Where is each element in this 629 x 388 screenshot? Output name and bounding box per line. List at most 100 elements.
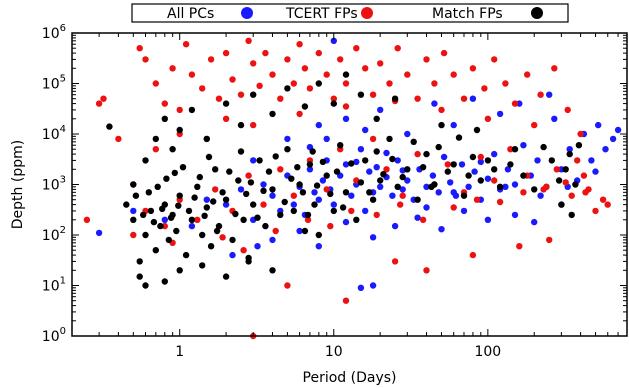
data-point xyxy=(502,80,509,87)
data-point xyxy=(306,85,314,92)
data-point xyxy=(511,211,519,219)
data-point xyxy=(194,183,201,190)
data-point xyxy=(369,234,377,241)
data-point xyxy=(353,158,360,166)
data-point xyxy=(123,201,130,208)
data-point xyxy=(588,157,595,164)
data-point xyxy=(296,181,303,188)
data-point xyxy=(311,189,318,196)
data-point xyxy=(423,204,430,211)
data-point xyxy=(191,194,198,201)
data-point xyxy=(491,56,498,63)
data-point xyxy=(546,91,553,98)
data-point xyxy=(277,166,284,173)
data-point xyxy=(504,166,512,173)
y-axis-label: Depth (ppm) xyxy=(10,140,26,229)
data-point xyxy=(212,186,219,193)
data-point xyxy=(176,192,183,199)
data-point xyxy=(333,168,341,175)
data-point xyxy=(323,186,330,193)
data-point xyxy=(313,182,321,189)
data-point xyxy=(469,65,477,72)
data-point xyxy=(440,153,448,161)
data-point xyxy=(469,153,477,161)
data-point xyxy=(243,190,250,198)
data-point xyxy=(477,158,484,166)
data-point xyxy=(203,196,210,203)
data-point xyxy=(404,177,411,184)
data-point xyxy=(232,210,239,218)
data-point xyxy=(315,231,322,239)
data-point xyxy=(222,115,230,123)
data-point xyxy=(219,234,226,241)
data-point xyxy=(210,198,217,205)
data-point xyxy=(389,155,396,163)
data-point xyxy=(604,201,611,208)
data-point xyxy=(455,134,463,141)
data-point xyxy=(269,192,276,199)
data-point xyxy=(262,222,269,230)
data-point xyxy=(132,192,140,199)
data-point xyxy=(188,71,196,78)
data-point xyxy=(481,85,488,92)
data-point xyxy=(250,60,257,67)
data-point xyxy=(130,231,137,239)
x-tick-label: 10 xyxy=(325,344,343,360)
data-point xyxy=(391,95,399,102)
data-point xyxy=(491,177,498,184)
data-point xyxy=(245,37,252,44)
data-point xyxy=(394,45,401,52)
data-point xyxy=(130,216,137,223)
data-point xyxy=(484,157,492,164)
data-point xyxy=(558,201,565,208)
data-point xyxy=(423,183,430,190)
data-point xyxy=(194,216,201,223)
data-point xyxy=(450,121,457,129)
data-point xyxy=(159,205,166,212)
data-point xyxy=(386,80,393,87)
data-point xyxy=(284,85,291,92)
data-point xyxy=(410,138,417,145)
data-point xyxy=(199,85,206,92)
data-point xyxy=(337,56,344,63)
legend-marker-tcert-fps xyxy=(361,7,373,19)
data-point xyxy=(362,126,369,134)
data-point xyxy=(290,80,297,87)
data-point xyxy=(207,56,215,63)
data-point xyxy=(373,211,380,219)
data-point xyxy=(366,168,373,175)
data-point xyxy=(394,183,401,190)
data-point xyxy=(319,158,327,166)
data-point xyxy=(435,143,442,151)
data-point xyxy=(95,229,103,237)
data-point xyxy=(447,179,454,186)
data-point xyxy=(175,202,182,209)
data-point xyxy=(339,204,347,211)
data-point xyxy=(315,80,322,87)
data-point xyxy=(366,189,373,196)
data-point xyxy=(240,247,247,254)
data-point xyxy=(377,106,384,114)
data-point xyxy=(136,273,143,280)
legend-label-tcert-fps: TCERT FPs xyxy=(285,6,358,22)
y-tick-label: 106 xyxy=(42,23,66,42)
data-point xyxy=(157,222,164,230)
data-point xyxy=(511,181,519,188)
data-point xyxy=(315,49,322,57)
data-point xyxy=(136,45,143,52)
data-point xyxy=(323,71,330,78)
data-point xyxy=(438,121,445,129)
data-point xyxy=(362,207,369,215)
data-point xyxy=(397,201,404,208)
data-point xyxy=(386,135,393,143)
data-point xyxy=(205,153,213,161)
data-point xyxy=(212,166,219,173)
data-point xyxy=(566,146,573,153)
data-point xyxy=(531,218,538,226)
data-point xyxy=(348,207,355,215)
data-point xyxy=(196,173,203,181)
data-point xyxy=(176,126,183,134)
data-point xyxy=(185,207,193,215)
data-point xyxy=(222,201,230,208)
data-point xyxy=(142,282,149,289)
